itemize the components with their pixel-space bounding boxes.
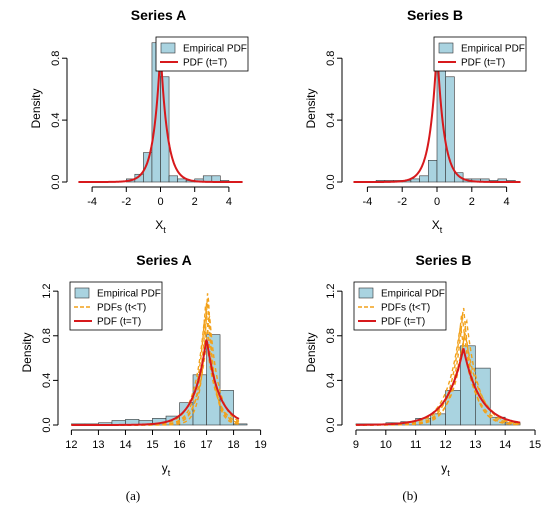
legend-swatch-histogram xyxy=(358,287,374,299)
panel-label-b: (b) xyxy=(402,488,417,503)
panel-label-a: (a) xyxy=(126,488,140,503)
y-tick-label-0: 0.0 xyxy=(50,174,62,189)
x-tick-label-2: 0 xyxy=(157,196,163,208)
x-axis-label: Xt xyxy=(155,218,166,235)
histogram-bar-9 xyxy=(454,172,464,183)
legend-swatch-histogram xyxy=(160,42,176,54)
y-tick-label-0: 0.0 xyxy=(325,174,337,189)
y-tick-label-1: 0.4 xyxy=(50,112,62,127)
x-tick-label-6: 15 xyxy=(529,439,541,451)
x-tick-label-4: 4 xyxy=(226,196,232,208)
legend-entry-label: PDFs (t<T) xyxy=(381,303,430,314)
y-tick-label-0: 0.0 xyxy=(41,417,53,432)
pdf-current-line xyxy=(355,348,521,426)
x-tick-label-1: 10 xyxy=(380,439,392,451)
y-tick-label-3: 1.2 xyxy=(325,284,337,299)
x-tick-label-2: 11 xyxy=(410,439,421,451)
x-tick-label-2: 14 xyxy=(119,439,131,451)
x-axis-label: Xt xyxy=(432,218,443,235)
pdf-past-line-1 xyxy=(355,314,521,426)
y-tick-label-1: 0.4 xyxy=(325,373,337,388)
y-axis-label: Density xyxy=(29,88,43,128)
histogram-bar-4 xyxy=(410,178,420,183)
x-tick-label-4: 4 xyxy=(504,196,510,208)
histogram-bar-12 xyxy=(233,423,248,426)
chart-panel-series-b-yt: Series B 0.0 0.4 0.8 1.2 Density 9 10 11 12 13 14 15… xyxy=(304,252,541,478)
y-axis-label: Density xyxy=(304,332,318,372)
legend-entry-label: Empirical PDF xyxy=(183,44,247,55)
legend-swatch-histogram xyxy=(74,287,90,299)
legend-swatch-histogram xyxy=(438,42,454,54)
chart-title: Series B xyxy=(407,7,463,23)
legend-box xyxy=(155,36,249,72)
y-tick-label-2: 0.8 xyxy=(41,328,53,343)
legend-entry-label: Empirical PDF xyxy=(381,289,445,300)
histogram-bar-6 xyxy=(427,160,438,183)
histogram-bar-8 xyxy=(445,76,455,183)
y-tick-label-1: 0.4 xyxy=(325,112,337,127)
chart-panel-series-b-xt: Series B 0.0 0.4 0.8 Density -4 -2 0 2 4 Xt Empiric… xyxy=(304,7,527,235)
pdf-past-line-4 xyxy=(355,332,521,426)
histogram-bar-5 xyxy=(419,175,429,183)
y-tick-label-3: 1.2 xyxy=(41,284,53,299)
pdf-past-line-3 xyxy=(355,325,521,426)
legend-entry-label: Empirical PDF xyxy=(461,44,525,55)
chart-title: Series A xyxy=(131,7,187,23)
x-tick-label-1: -2 xyxy=(397,196,407,208)
legend-entry-label: PDF (t=T) xyxy=(97,317,141,328)
y-tick-label-2: 0.8 xyxy=(325,51,337,66)
x-tick-label-2: 0 xyxy=(434,196,440,208)
x-tick-label-3: 2 xyxy=(469,196,475,208)
chart-panel-series-a-yt: Series A 0.0 0.4 0.8 1.2 Density 12 13 14 15 16 17 1… xyxy=(20,252,267,478)
x-tick-label-4: 13 xyxy=(469,439,481,451)
y-tick-label-2: 0.8 xyxy=(50,51,62,66)
chart-title: Series B xyxy=(415,252,471,268)
y-tick-label-1: 0.4 xyxy=(41,373,53,388)
x-tick-label-3: 2 xyxy=(192,196,198,208)
histogram-bar-5 xyxy=(168,175,178,183)
legend-entry-label: Empirical PDF xyxy=(97,289,161,300)
x-axis-label: yt xyxy=(162,461,171,478)
x-tick-label-5: 14 xyxy=(499,439,511,451)
x-tick-label-0: -4 xyxy=(87,196,97,208)
x-tick-label-3: 15 xyxy=(146,439,158,451)
legend-entry-label: PDF (t=T) xyxy=(461,58,505,69)
legend-entry-label: PDF (t=T) xyxy=(381,317,425,328)
x-tick-label-4: 16 xyxy=(173,439,185,451)
x-tick-label-3: 12 xyxy=(439,439,451,451)
x-tick-label-7: 19 xyxy=(254,439,266,451)
x-tick-label-5: 17 xyxy=(200,439,212,451)
y-axis-label: Density xyxy=(304,88,318,128)
x-tick-label-0: -4 xyxy=(363,196,373,208)
x-tick-label-0: 12 xyxy=(65,439,77,451)
x-axis-label: yt xyxy=(441,461,450,478)
legend-box xyxy=(433,36,527,72)
x-tick-label-0: 9 xyxy=(353,439,359,451)
histogram-bar-6 xyxy=(177,178,187,183)
chart-panel-series-a-xt: Series A 0.0 0.4 0.8 Density -4 -2 0 2 4 Xt Empiric… xyxy=(29,7,249,235)
y-tick-label-2: 0.8 xyxy=(325,328,337,343)
pdf-current-line xyxy=(71,339,240,426)
x-tick-label-1: -2 xyxy=(121,196,131,208)
legend-entry-label: PDF (t=T) xyxy=(183,58,227,69)
chart-title: Series A xyxy=(136,252,192,268)
y-tick-label-0: 0.0 xyxy=(325,417,337,432)
y-axis-label: Density xyxy=(20,332,34,372)
x-tick-label-1: 13 xyxy=(92,439,104,451)
x-tick-label-6: 18 xyxy=(227,439,239,451)
histogram-bar-4 xyxy=(160,76,170,183)
legend-entry-label: PDFs (t<T) xyxy=(97,303,146,314)
